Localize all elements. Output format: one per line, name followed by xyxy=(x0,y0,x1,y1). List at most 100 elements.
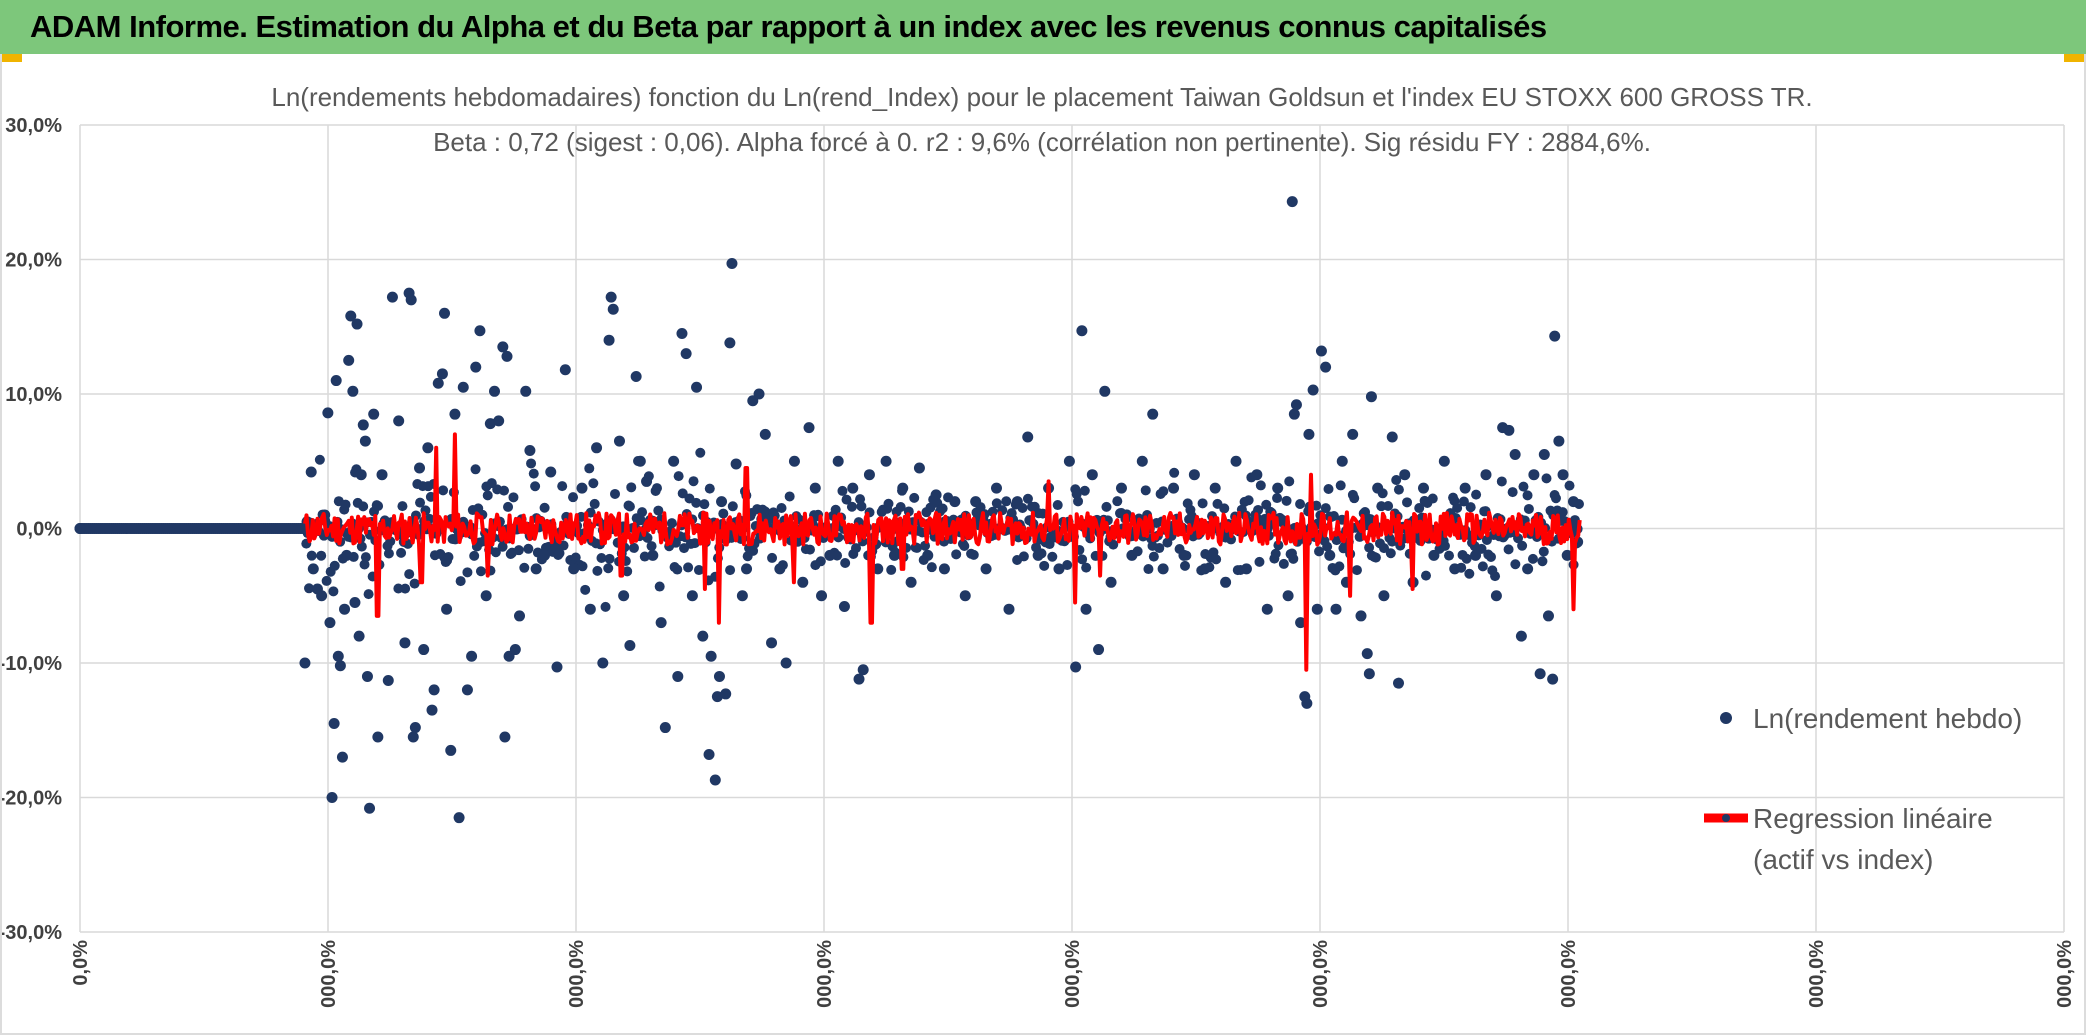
x-tick-label: 000,0% xyxy=(1310,940,1332,1008)
scatter-point xyxy=(326,792,338,803)
scatter-point xyxy=(1311,603,1323,615)
y-tick-label: 20,0% xyxy=(5,250,62,272)
scatter-point xyxy=(462,567,473,578)
scatter-point xyxy=(980,563,992,575)
scatter-point xyxy=(341,549,353,561)
scatter-point xyxy=(695,447,706,458)
scatter-point xyxy=(520,385,532,397)
scatter-point xyxy=(741,563,753,575)
scatter-point xyxy=(1549,330,1561,342)
scatter-point xyxy=(720,688,732,700)
scatter-point xyxy=(1417,482,1429,494)
scatter-point xyxy=(1076,325,1088,337)
scatter-point xyxy=(466,650,478,662)
scatter-point xyxy=(1011,496,1023,508)
scatter-point xyxy=(718,508,729,519)
scatter-point xyxy=(1507,487,1518,498)
scatter-point xyxy=(470,361,482,373)
scatter-point xyxy=(1334,561,1345,572)
y-tick-label: -10,0% xyxy=(2,653,62,675)
scatter-point xyxy=(1323,484,1334,495)
scatter-point xyxy=(683,562,694,573)
scatter-point xyxy=(1147,408,1159,420)
scatter-point xyxy=(725,565,736,576)
scatter-point xyxy=(409,578,420,589)
regression-series xyxy=(303,432,1582,672)
scatter-point xyxy=(970,496,982,508)
scatter-point xyxy=(368,408,380,420)
scatter-point xyxy=(883,498,894,509)
regression-line xyxy=(303,432,1582,672)
scatter-point xyxy=(306,550,317,561)
scatter-point xyxy=(635,515,646,526)
scatter-point xyxy=(1569,515,1580,526)
scatter-point xyxy=(1022,431,1034,443)
scatter-point xyxy=(613,435,625,447)
x-tick-label: 000,0% xyxy=(1062,940,1084,1008)
scatter-point xyxy=(759,428,771,440)
scatter-point xyxy=(1438,455,1450,467)
scatter-series xyxy=(74,196,1584,824)
scatter-point xyxy=(1322,541,1333,552)
scatter-point xyxy=(1052,500,1063,511)
scatter-point xyxy=(1209,482,1221,494)
scatter-point xyxy=(703,748,715,760)
scatter-point xyxy=(576,482,588,494)
scatter-point xyxy=(886,564,897,575)
scatter-point xyxy=(1461,553,1472,564)
scatter-point xyxy=(1320,503,1331,514)
scatter-point xyxy=(1452,503,1463,514)
scatter-point xyxy=(1365,391,1377,403)
scatter-point xyxy=(832,455,844,467)
scatter-point xyxy=(1393,677,1405,689)
scatter-point xyxy=(709,774,721,786)
y-tick-label: 10,0% xyxy=(5,384,62,406)
scatter-point xyxy=(349,596,361,608)
scatter-point xyxy=(409,722,421,734)
scatter-point xyxy=(449,408,461,420)
scatter-point xyxy=(457,381,469,393)
scatter-point xyxy=(677,488,688,499)
scatter-point xyxy=(1361,648,1373,660)
scatter-point xyxy=(443,552,454,563)
scatter-point xyxy=(373,500,384,511)
scatter-point xyxy=(676,327,688,339)
scatter-point xyxy=(780,657,792,669)
scatter-point xyxy=(628,542,639,553)
scatter-point xyxy=(1053,563,1065,575)
scatter-point xyxy=(489,385,501,397)
scatter-point xyxy=(1101,501,1112,512)
scatter-point xyxy=(1480,469,1492,481)
scatter-point xyxy=(1379,543,1390,554)
scatter-point xyxy=(1039,560,1050,571)
scatter-point xyxy=(815,556,826,567)
scatter-point xyxy=(618,590,630,602)
scatter-point xyxy=(428,684,440,696)
scatter-point xyxy=(604,553,615,564)
scatter-point xyxy=(1523,503,1534,514)
scatter-point xyxy=(1179,560,1190,571)
scatter-point xyxy=(1286,196,1298,208)
scatter-point xyxy=(1349,493,1360,504)
scatter-point xyxy=(672,564,683,575)
scatter-point xyxy=(455,576,466,587)
scatter-point xyxy=(339,603,351,615)
scatter-point xyxy=(716,496,728,508)
scatter-point xyxy=(363,589,374,600)
scatter-point xyxy=(359,435,371,447)
scatter-point xyxy=(1471,489,1482,500)
scatter-point xyxy=(922,549,934,561)
scatter-point xyxy=(1414,503,1425,514)
scatter-point xyxy=(1335,480,1346,491)
scatter-point xyxy=(853,673,865,685)
scatter-point xyxy=(577,561,588,572)
scatter-point xyxy=(653,505,664,516)
scatter-point xyxy=(475,566,486,577)
scatter-point xyxy=(630,371,642,383)
scatter-point xyxy=(637,507,648,518)
scatter-point xyxy=(498,485,509,496)
scatter-point xyxy=(600,601,611,612)
scatter-point xyxy=(938,563,950,575)
scatter-point xyxy=(497,541,508,552)
scatter-point xyxy=(557,481,568,492)
